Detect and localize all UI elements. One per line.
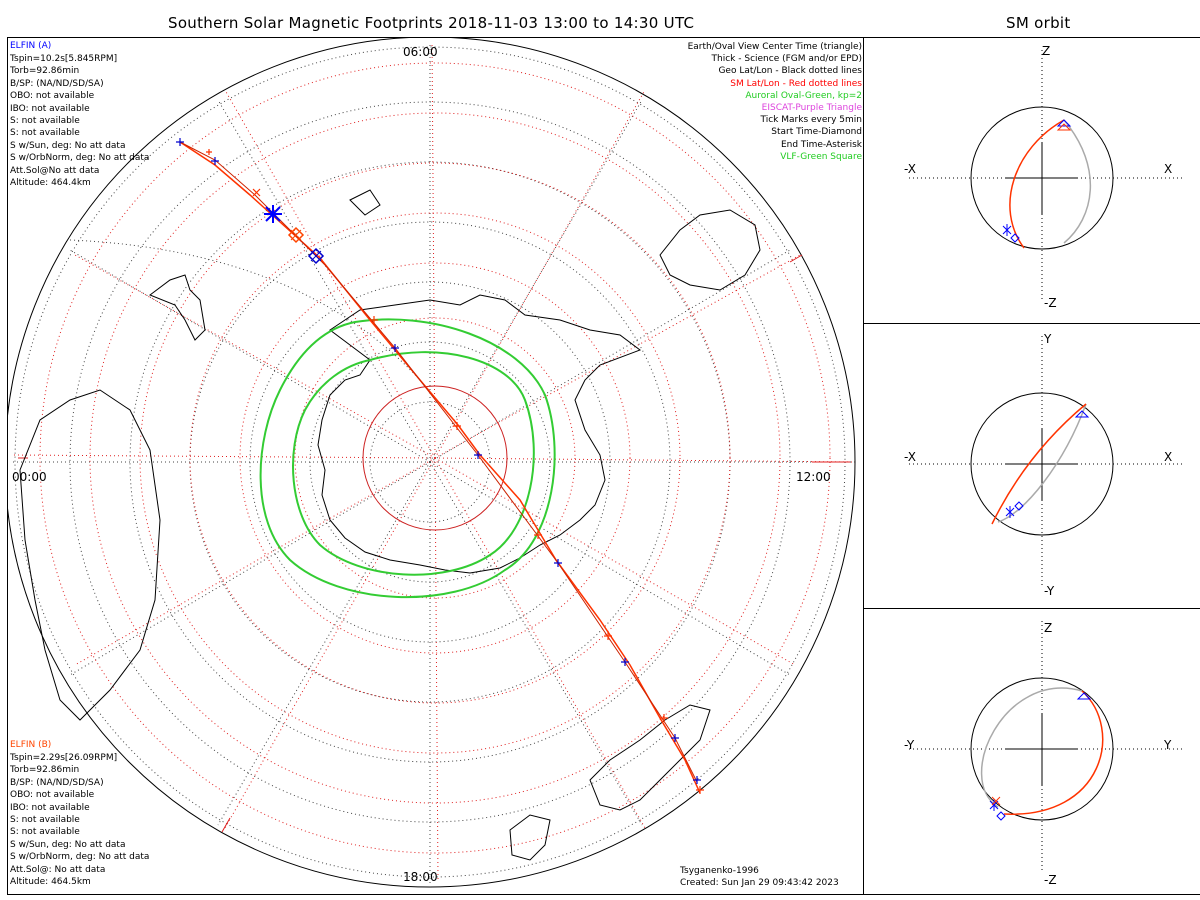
elfin-a-end-asterisk	[264, 205, 282, 223]
elfin-a-line: OBO: not available	[10, 91, 95, 102]
orbit2-up: Y	[1044, 332, 1052, 346]
elfin-a-name: ELFIN (A)	[10, 41, 52, 51]
time-label-top: 06:00	[403, 45, 438, 59]
elfin-a-line: Att.Sol@No att data	[10, 165, 100, 176]
orbit1-left: -X	[904, 162, 916, 176]
south-america-outline	[148, 274, 206, 341]
orbit-divider	[864, 323, 1200, 324]
elfin-b-line: Altitude: 464.5km	[10, 876, 91, 887]
orbit-divider	[864, 608, 1200, 609]
auroral-oval-inner	[292, 351, 535, 576]
legend-item: Tick Marks every 5min	[760, 115, 862, 126]
legend-item: VLF-Green Square	[780, 151, 862, 162]
sm-grid-ticks	[18, 254, 850, 833]
elfin-a-line: Altitude: 464.4km	[10, 177, 91, 188]
elfin-a-info: Tspin=10.2s[5.845RPM] Torb=92.86min B/SP…	[10, 54, 149, 190]
elfin-a-ticks	[176, 138, 701, 784]
sm-grid	[11, 41, 856, 881]
elfin-a-start-diamond	[307, 247, 325, 265]
plot-title: Southern Solar Magnetic Footprints 2018-…	[168, 14, 695, 32]
polar-map	[8, 38, 856, 888]
elfin-b-line: S: not available	[10, 814, 80, 825]
orbit-panel-xy	[909, 336, 1184, 586]
orbit2-right: X	[1164, 450, 1173, 464]
time-label-left: 00:00	[12, 470, 47, 484]
legend-item: Thick - Science (FGM and/or EPD)	[711, 54, 862, 65]
legend-item: EISCAT-Purple Triangle	[761, 102, 862, 113]
elfin-b-ticks	[206, 149, 704, 794]
elfin-b-line: Torb=92.86min	[10, 765, 80, 776]
elfin-b-track	[179, 141, 701, 794]
orbit3-left: -Y	[904, 738, 915, 752]
legend-item: End Time-Asterisk	[780, 139, 862, 150]
elfin-a-line: IBO: not available	[10, 103, 90, 114]
created-credit: Created: Sun Jan 29 09:43:42 2023	[680, 878, 839, 888]
elfin-b-start-diamond	[287, 226, 305, 244]
elfin-b-line: S w/Sun, deg: No att data	[10, 839, 126, 850]
orbit2-down: -Y	[1044, 584, 1055, 598]
time-label-right: 12:00	[796, 470, 831, 484]
elfin-a-line: Tspin=10.2s[5.845RPM]	[10, 54, 118, 64]
elfin-a-line: S: not available	[10, 115, 80, 126]
orbit1-up: Z	[1042, 44, 1051, 58]
orbit-frame	[864, 37, 1200, 895]
map-frame	[7, 37, 864, 895]
orbit3-up: Z	[1044, 621, 1053, 635]
elfin-b-line: OBO: not available	[10, 790, 95, 801]
elfin-b-line: S w/OrbNorm, deg: No att data	[10, 852, 150, 863]
model-credit: Tsyganenko-1996	[680, 866, 759, 876]
legend-item: Start Time-Diamond	[771, 127, 862, 138]
elfin-a-line: S: not available	[10, 128, 80, 139]
elfin-a-line: S w/OrbNorm, deg: No att data	[10, 153, 150, 164]
elfin-a-line: B/SP: (NA/ND/SD/SA)	[10, 78, 104, 89]
elfin-b-line: IBO: not available	[10, 802, 90, 813]
time-label-bottom: 18:00	[403, 870, 438, 884]
elfin-b-line: Att.Sol@: No att data	[10, 864, 106, 875]
orbit-panel-xz	[909, 50, 1184, 300]
elfin-a-line: Torb=92.86min	[10, 66, 80, 77]
legend-item: Auroral Oval-Green, kp=2	[745, 90, 862, 101]
orbit1-down: -Z	[1044, 296, 1057, 310]
orbit-title: SM orbit	[1006, 14, 1071, 32]
legend-item: Geo Lat/Lon - Black dotted lines	[718, 66, 862, 77]
orbit3-right: Y	[1164, 738, 1172, 752]
australia-outline	[19, 389, 161, 721]
elfin-tracks	[179, 141, 701, 794]
elfin-b-line: B/SP: (NA/ND/SD/SA)	[10, 777, 104, 788]
antarctica-outline	[317, 294, 642, 574]
auroral-oval-outer	[259, 318, 556, 599]
legend-item: Earth/Oval View Center Time (triangle)	[687, 42, 862, 52]
auroral-ovals	[259, 318, 556, 599]
elfin-b-name: ELFIN (B)	[10, 740, 52, 750]
elfin-b-info: Tspin=2.29s[26.09RPM] Torb=92.86min B/SP…	[10, 753, 149, 889]
orbit3-down: -Z	[1044, 873, 1057, 887]
new-zealand-outline	[589, 704, 711, 811]
legend-item: SM Lat/Lon - Red dotted lines	[730, 78, 862, 89]
elfin-b-line: Tspin=2.29s[26.09RPM]	[10, 753, 118, 763]
orbit1-right: X	[1164, 162, 1173, 176]
africa-outline	[659, 209, 761, 291]
coastlines	[19, 189, 761, 861]
elfin-a-line: S w/Sun, deg: No att data	[10, 140, 126, 151]
legend: Earth/Oval View Center Time (triangle) T…	[688, 42, 862, 164]
orbit-panel-yz	[909, 621, 1184, 871]
elfin-b-line: S: not available	[10, 827, 80, 838]
orbit2-left: -X	[904, 450, 916, 464]
